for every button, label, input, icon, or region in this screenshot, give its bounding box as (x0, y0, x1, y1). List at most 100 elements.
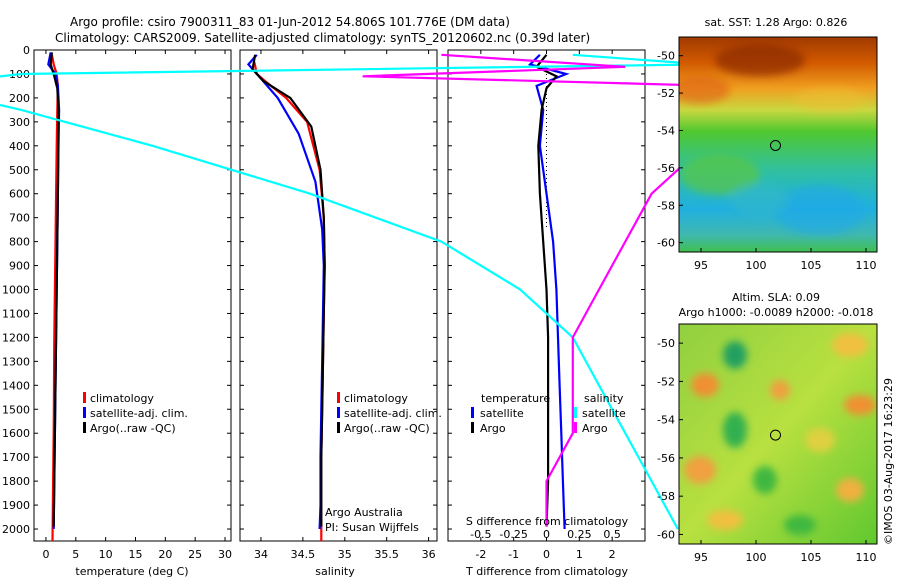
x-tick-label: -2 (475, 548, 486, 561)
legend-climatology: climatology (90, 392, 154, 405)
y-tick-label: 900 (9, 260, 30, 273)
series-line-argo-raw-qc- (49, 52, 60, 527)
y-tick-label: 1000 (2, 284, 30, 297)
series-line-climatology (253, 61, 326, 541)
argo-location-marker (770, 140, 781, 151)
map-y-tick-label: -50 (657, 337, 675, 350)
x-tick-label: 2 (609, 548, 616, 561)
legend-t-satellite: satellite (480, 407, 524, 420)
series-line-s-satellite (0, 53, 705, 530)
s-difference-label: S difference from climatology (466, 515, 629, 528)
x-tick-label: 20 (158, 548, 172, 561)
map-y-tick-label: -60 (657, 237, 675, 250)
legend-argo: Argo(..raw -QC) (90, 422, 176, 435)
difference-legend: temperature salinity satellite Argo sate… (471, 392, 626, 435)
y-tick-label: 600 (9, 188, 30, 201)
argo-location-marker (770, 429, 781, 441)
sla-frame (678, 323, 878, 545)
difference-panel: -2 -1 0 1 2 -0.5 -0.25 0 0.25 0.5 temperature sal… (0, 49, 810, 578)
temperature-frame (33, 49, 232, 542)
x-tick-label: 5 (72, 548, 79, 561)
t-difference-xlabel: T difference from climatology (465, 565, 628, 578)
y-tick-label: 200 (9, 92, 30, 105)
sst-map: sat. SST: 1.28 Argo: 0.826 95 100 105 110 -5… (657, 16, 878, 272)
salinity-panel: 34 34.5 35 35.5 36 climatology satellite-adj… (239, 49, 442, 578)
series-line-satellite-adj-clim- (246, 54, 325, 530)
map-y-tick-label: -60 (657, 528, 675, 541)
legend-swatch-s-argo (574, 422, 577, 433)
legend-swatch-climatology (337, 392, 340, 403)
x-tick-label: -1 (508, 548, 519, 561)
y-tick-label: 1200 (2, 331, 30, 344)
s-tick-label: -0.25 (499, 528, 527, 541)
legend-s-argo: Argo (582, 422, 608, 435)
sla-texture (684, 333, 876, 535)
sst-frame (678, 36, 878, 253)
legend-satellite: satellite-adj. clim. (344, 407, 442, 420)
x-tick-label: 35 (338, 548, 352, 561)
map-x-tick-label: 100 (746, 259, 767, 272)
legend-satellite: satellite-adj. clim. (90, 407, 188, 420)
y-tick-label: 1700 (2, 451, 30, 464)
legend-swatch-climatology (83, 392, 86, 403)
y-tick-label: 1100 (2, 307, 30, 320)
x-tick-label: 35.5 (374, 548, 399, 561)
y-tick-label: 2000 (2, 523, 30, 536)
legend-swatch-t-satellite (471, 407, 474, 418)
temperature-xlabel: temperature (deg C) (75, 565, 188, 578)
x-tick-label: 0 (543, 548, 550, 561)
y-tick-label: 1300 (2, 355, 30, 368)
map-y-tick-label: -56 (657, 162, 675, 175)
map-y-tick-label: -50 (657, 50, 675, 63)
y-tick-label: 1500 (2, 403, 30, 416)
map-x-tick-label: 95 (694, 551, 708, 564)
legend-temperature-title: temperature (481, 392, 550, 405)
s-tick-label: 0.5 (603, 528, 621, 541)
map-y-tick-label: -52 (657, 375, 675, 388)
map-x-tick-label: 110 (856, 551, 877, 564)
temperature-legend: climatology satellite-adj. clim. Argo(..… (83, 392, 188, 435)
x-tick-label: 36 (422, 548, 436, 561)
map-y-tick-label: -52 (657, 87, 675, 100)
sla-title-line1: Altim. SLA: 0.09 (732, 291, 820, 304)
map-x-tick-label: 110 (856, 259, 877, 272)
legend-swatch-s-satellite (574, 407, 577, 418)
series-line-s-argo (362, 53, 810, 527)
y-tick-label: 1600 (2, 427, 30, 440)
salinity-legend: climatology satellite-adj. clim. Argo(..… (337, 392, 442, 435)
y-tick-label: 1900 (2, 499, 30, 512)
x-tick-label: 34 (254, 548, 268, 561)
y-tick-label: 500 (9, 164, 30, 177)
map-y-tick-label: -56 (657, 452, 675, 465)
series-line-argo-raw-qc- (251, 54, 326, 527)
annotation-pi: PI: Susan Wijffels (325, 521, 419, 534)
legend-swatch-argo (83, 422, 86, 433)
y-tick-label: 400 (9, 140, 30, 153)
y-tick-label: 700 (9, 212, 30, 225)
legend-swatch-satellite (83, 407, 86, 418)
y-tick-label: 1400 (2, 379, 30, 392)
y-tick-label: 300 (9, 116, 30, 129)
legend-swatch-t-argo (471, 422, 474, 433)
s-tick-label: 0.25 (567, 528, 592, 541)
salinity-xlabel: salinity (315, 565, 355, 578)
x-tick-label: 10 (99, 548, 113, 561)
legend-climatology: climatology (344, 392, 408, 405)
x-tick-label: 34.5 (291, 548, 316, 561)
annotation-argo-australia: Argo Australia (325, 506, 403, 519)
y-tick-label: 800 (9, 236, 30, 249)
sla-title-line2: Argo h1000: -0.0089 h2000: -0.018 (679, 306, 874, 319)
series-line-t-argo (534, 54, 559, 527)
sst-map-title: sat. SST: 1.28 Argo: 0.826 (705, 16, 848, 29)
x-tick-label: 1 (576, 548, 583, 561)
x-tick-label: 15 (128, 548, 142, 561)
legend-t-argo: Argo (480, 422, 506, 435)
imos-credit: ©IMOS 03-Aug-2017 16:23:29 (882, 378, 895, 545)
sla-field (679, 324, 877, 544)
sla-map: Altim. SLA: 0.09 Argo h1000: -0.0089 h20… (657, 291, 878, 564)
y-tick-label: 1800 (2, 475, 30, 488)
header-line2: Climatology: CARS2009. Satellite-adjuste… (55, 31, 590, 45)
map-x-tick-label: 100 (746, 551, 767, 564)
map-y-tick-label: -54 (657, 124, 675, 137)
